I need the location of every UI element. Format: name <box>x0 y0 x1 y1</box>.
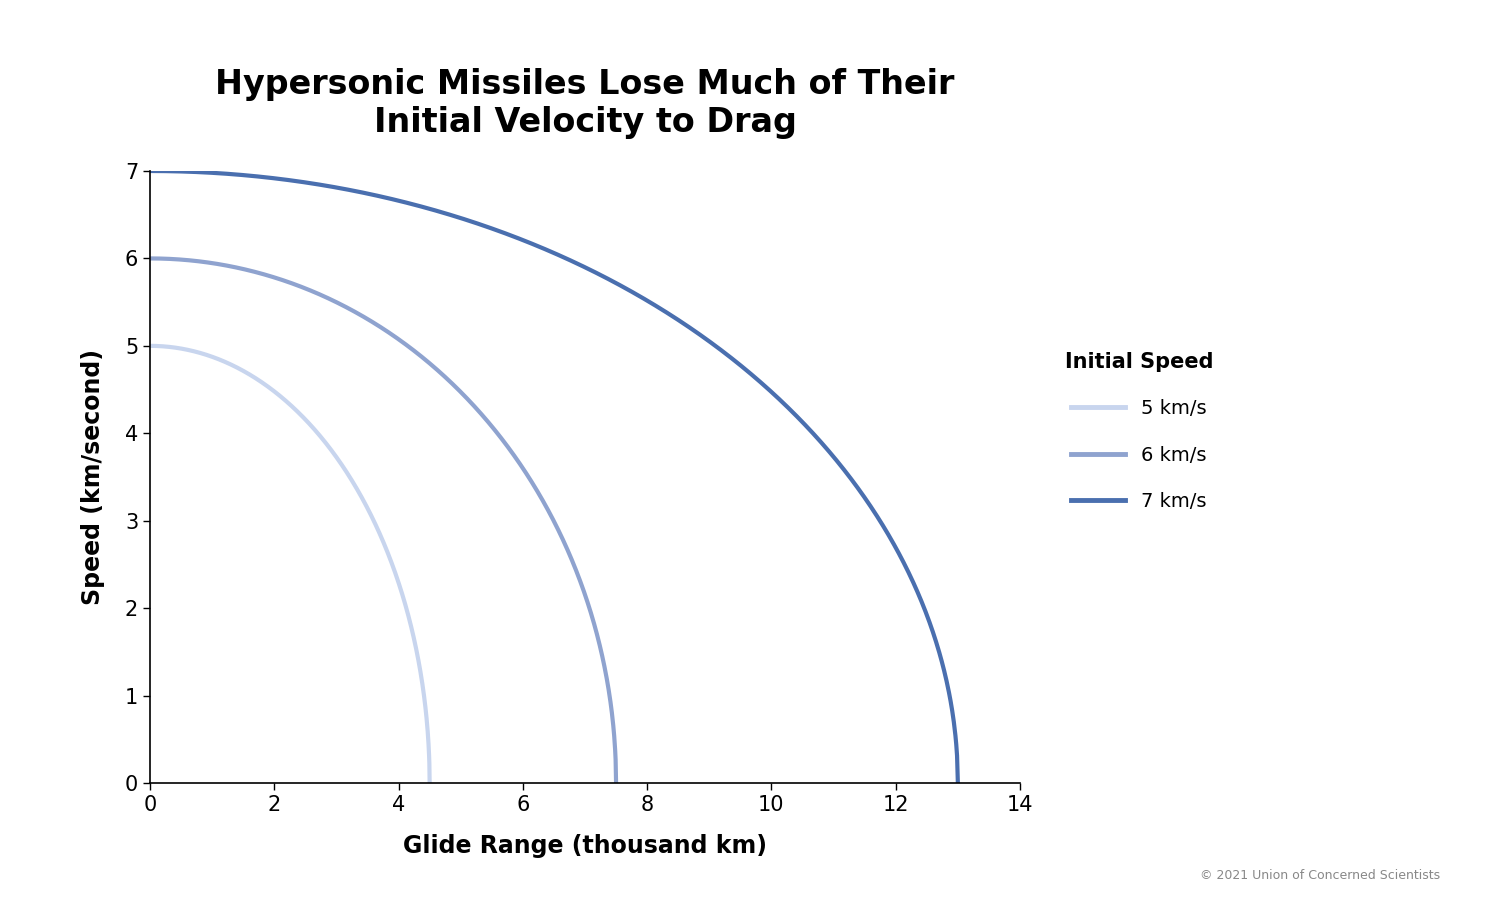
Text: © 2021 Union of Concerned Scientists: © 2021 Union of Concerned Scientists <box>1200 869 1440 882</box>
Title: Hypersonic Missiles Lose Much of Their
Initial Velocity to Drag: Hypersonic Missiles Lose Much of Their I… <box>216 68 954 140</box>
X-axis label: Glide Range (thousand km): Glide Range (thousand km) <box>404 834 766 859</box>
Legend: 5 km/s, 6 km/s, 7 km/s: 5 km/s, 6 km/s, 7 km/s <box>1065 352 1214 510</box>
Y-axis label: Speed (km/second): Speed (km/second) <box>81 349 105 605</box>
